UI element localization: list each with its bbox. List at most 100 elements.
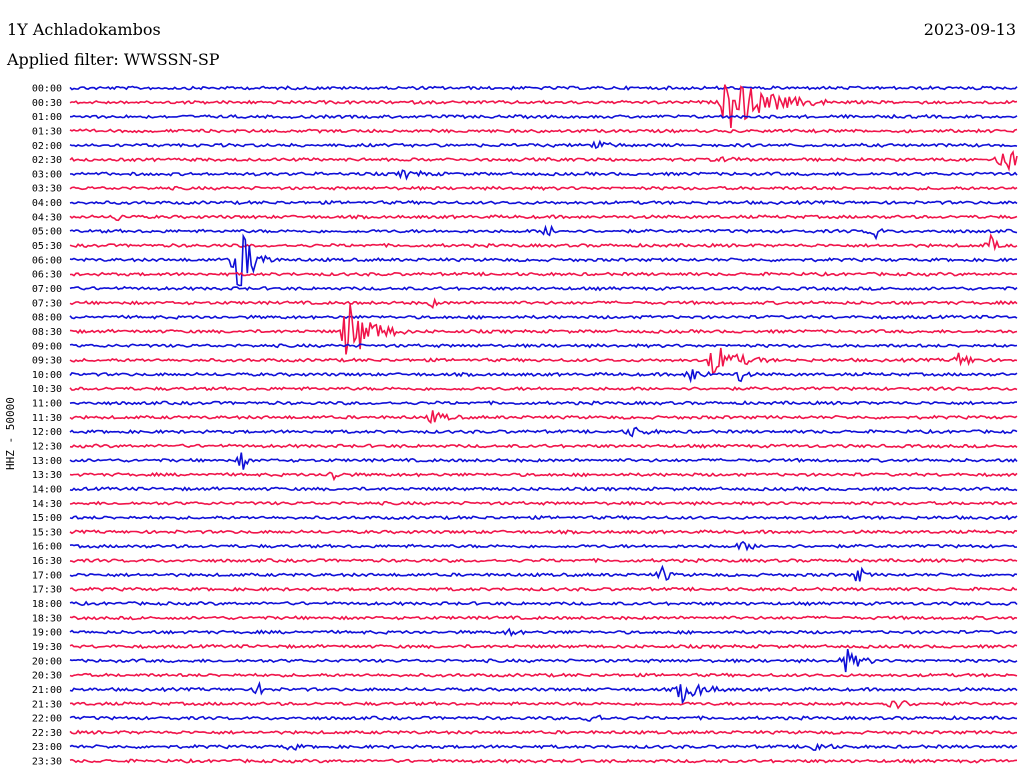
row-time-label: 00:00 (32, 84, 62, 95)
row-time-label: 10:30 (32, 384, 62, 395)
row-time-label: 11:30 (32, 413, 62, 424)
row-time-label: 08:00 (32, 313, 62, 324)
row-time-label: 07:00 (32, 284, 62, 295)
row-time-label: 23:30 (32, 757, 62, 768)
trace-row (69, 471, 1018, 482)
trace-row (69, 643, 1018, 650)
trace-row (69, 271, 1018, 277)
row-time-label: 06:30 (32, 270, 62, 281)
row-time-label: 05:00 (32, 227, 62, 238)
trace-row (69, 540, 1018, 552)
row-time-label: 18:00 (32, 599, 62, 610)
row-time-label: 06:00 (32, 255, 62, 266)
row-time-label: 05:30 (32, 241, 62, 252)
row-time-label: 04:00 (32, 198, 62, 209)
trace-row (69, 128, 1018, 134)
row-time-label: 19:30 (32, 642, 62, 653)
row-time-label: 08:30 (32, 327, 62, 338)
trace-row (69, 169, 1018, 181)
row-time-label: 17:30 (32, 585, 62, 596)
trace-row (69, 85, 1018, 91)
row-time-label: 10:00 (32, 370, 62, 381)
row-time-label: 15:30 (32, 527, 62, 538)
row-time-label: 19:00 (32, 628, 62, 639)
row-time-label: 02:30 (32, 155, 62, 166)
trace-row (69, 224, 1018, 241)
row-time-label: 07:30 (32, 298, 62, 309)
row-time-label: 16:00 (32, 542, 62, 553)
trace-row (69, 486, 1018, 492)
trace-row (69, 742, 1018, 751)
row-time-label: 22:30 (32, 728, 62, 739)
row-time-label: 14:00 (32, 484, 62, 495)
trace-row (69, 232, 1018, 252)
row-time-label: 20:30 (32, 671, 62, 682)
trace-row (69, 314, 1018, 320)
station-title: 1Y Achladokambos (7, 20, 161, 39)
trace-row (69, 514, 1018, 521)
trace-row (69, 500, 1018, 507)
trace-row (69, 199, 1018, 206)
trace-row (69, 758, 1018, 764)
row-time-label: 20:00 (32, 656, 62, 667)
trace-row (70, 113, 1018, 120)
row-time-label: 22:00 (32, 714, 62, 725)
trace-row (69, 680, 1018, 706)
row-time-label: 23:00 (32, 742, 62, 753)
row-time-label: 15:00 (32, 513, 62, 524)
trace-row (69, 185, 1018, 192)
row-time-label: 12:30 (32, 442, 62, 453)
trace-row (69, 426, 1018, 438)
row-time-label: 14:30 (32, 499, 62, 510)
trace-row (69, 627, 1018, 638)
row-time-label: 21:30 (32, 699, 62, 710)
row-time-label: 09:30 (32, 356, 62, 367)
trace-row (69, 343, 1018, 349)
trace-row (69, 214, 1018, 222)
trace-row (69, 443, 1018, 449)
trace-row (69, 557, 1018, 564)
row-time-label: 09:00 (32, 341, 62, 352)
row-time-label: 12:00 (32, 427, 62, 438)
row-time-label: 01:00 (32, 112, 62, 123)
row-time-label: 17:00 (32, 570, 62, 581)
trace-row (69, 564, 1018, 582)
trace-row (69, 84, 1018, 128)
trace-row (69, 285, 1018, 292)
trace-row (69, 600, 1018, 607)
trace-row (69, 672, 1018, 678)
trace-row (69, 297, 1018, 309)
trace-row (69, 700, 1018, 710)
trace-row (69, 714, 1018, 722)
trace-row (69, 410, 1018, 425)
row-time-label: 04:30 (32, 212, 62, 223)
trace-row (69, 615, 1018, 621)
trace-row (69, 233, 1018, 287)
trace-row (69, 452, 1018, 470)
trace-row (69, 139, 1018, 150)
trace-row (69, 648, 1018, 673)
row-time-label: 03:30 (32, 184, 62, 195)
row-time-label: 13:00 (32, 456, 62, 467)
date-label: 2023-09-13 (923, 20, 1016, 39)
trace-row (69, 586, 1018, 592)
trace-row (69, 369, 1018, 384)
row-time-label: 11:00 (32, 399, 62, 410)
row-time-label: 03:00 (32, 169, 62, 180)
row-time-label: 02:00 (32, 141, 62, 152)
trace-row (69, 386, 1018, 392)
row-time-label: 18:30 (32, 613, 62, 624)
trace-row (69, 729, 1017, 735)
filter-label: Applied filter: WWSSN-SP (7, 50, 220, 69)
trace-row (69, 347, 1018, 375)
row-time-label: 01:30 (32, 126, 62, 137)
row-time-label: 13:30 (32, 470, 62, 481)
trace-row (69, 149, 1018, 172)
row-time-label: 21:00 (32, 685, 62, 696)
trace-row (69, 304, 1018, 355)
trace-row (69, 529, 1018, 535)
row-time-label: 00:30 (32, 98, 62, 109)
trace-row (69, 400, 1018, 406)
row-time-label: 16:30 (32, 556, 62, 567)
